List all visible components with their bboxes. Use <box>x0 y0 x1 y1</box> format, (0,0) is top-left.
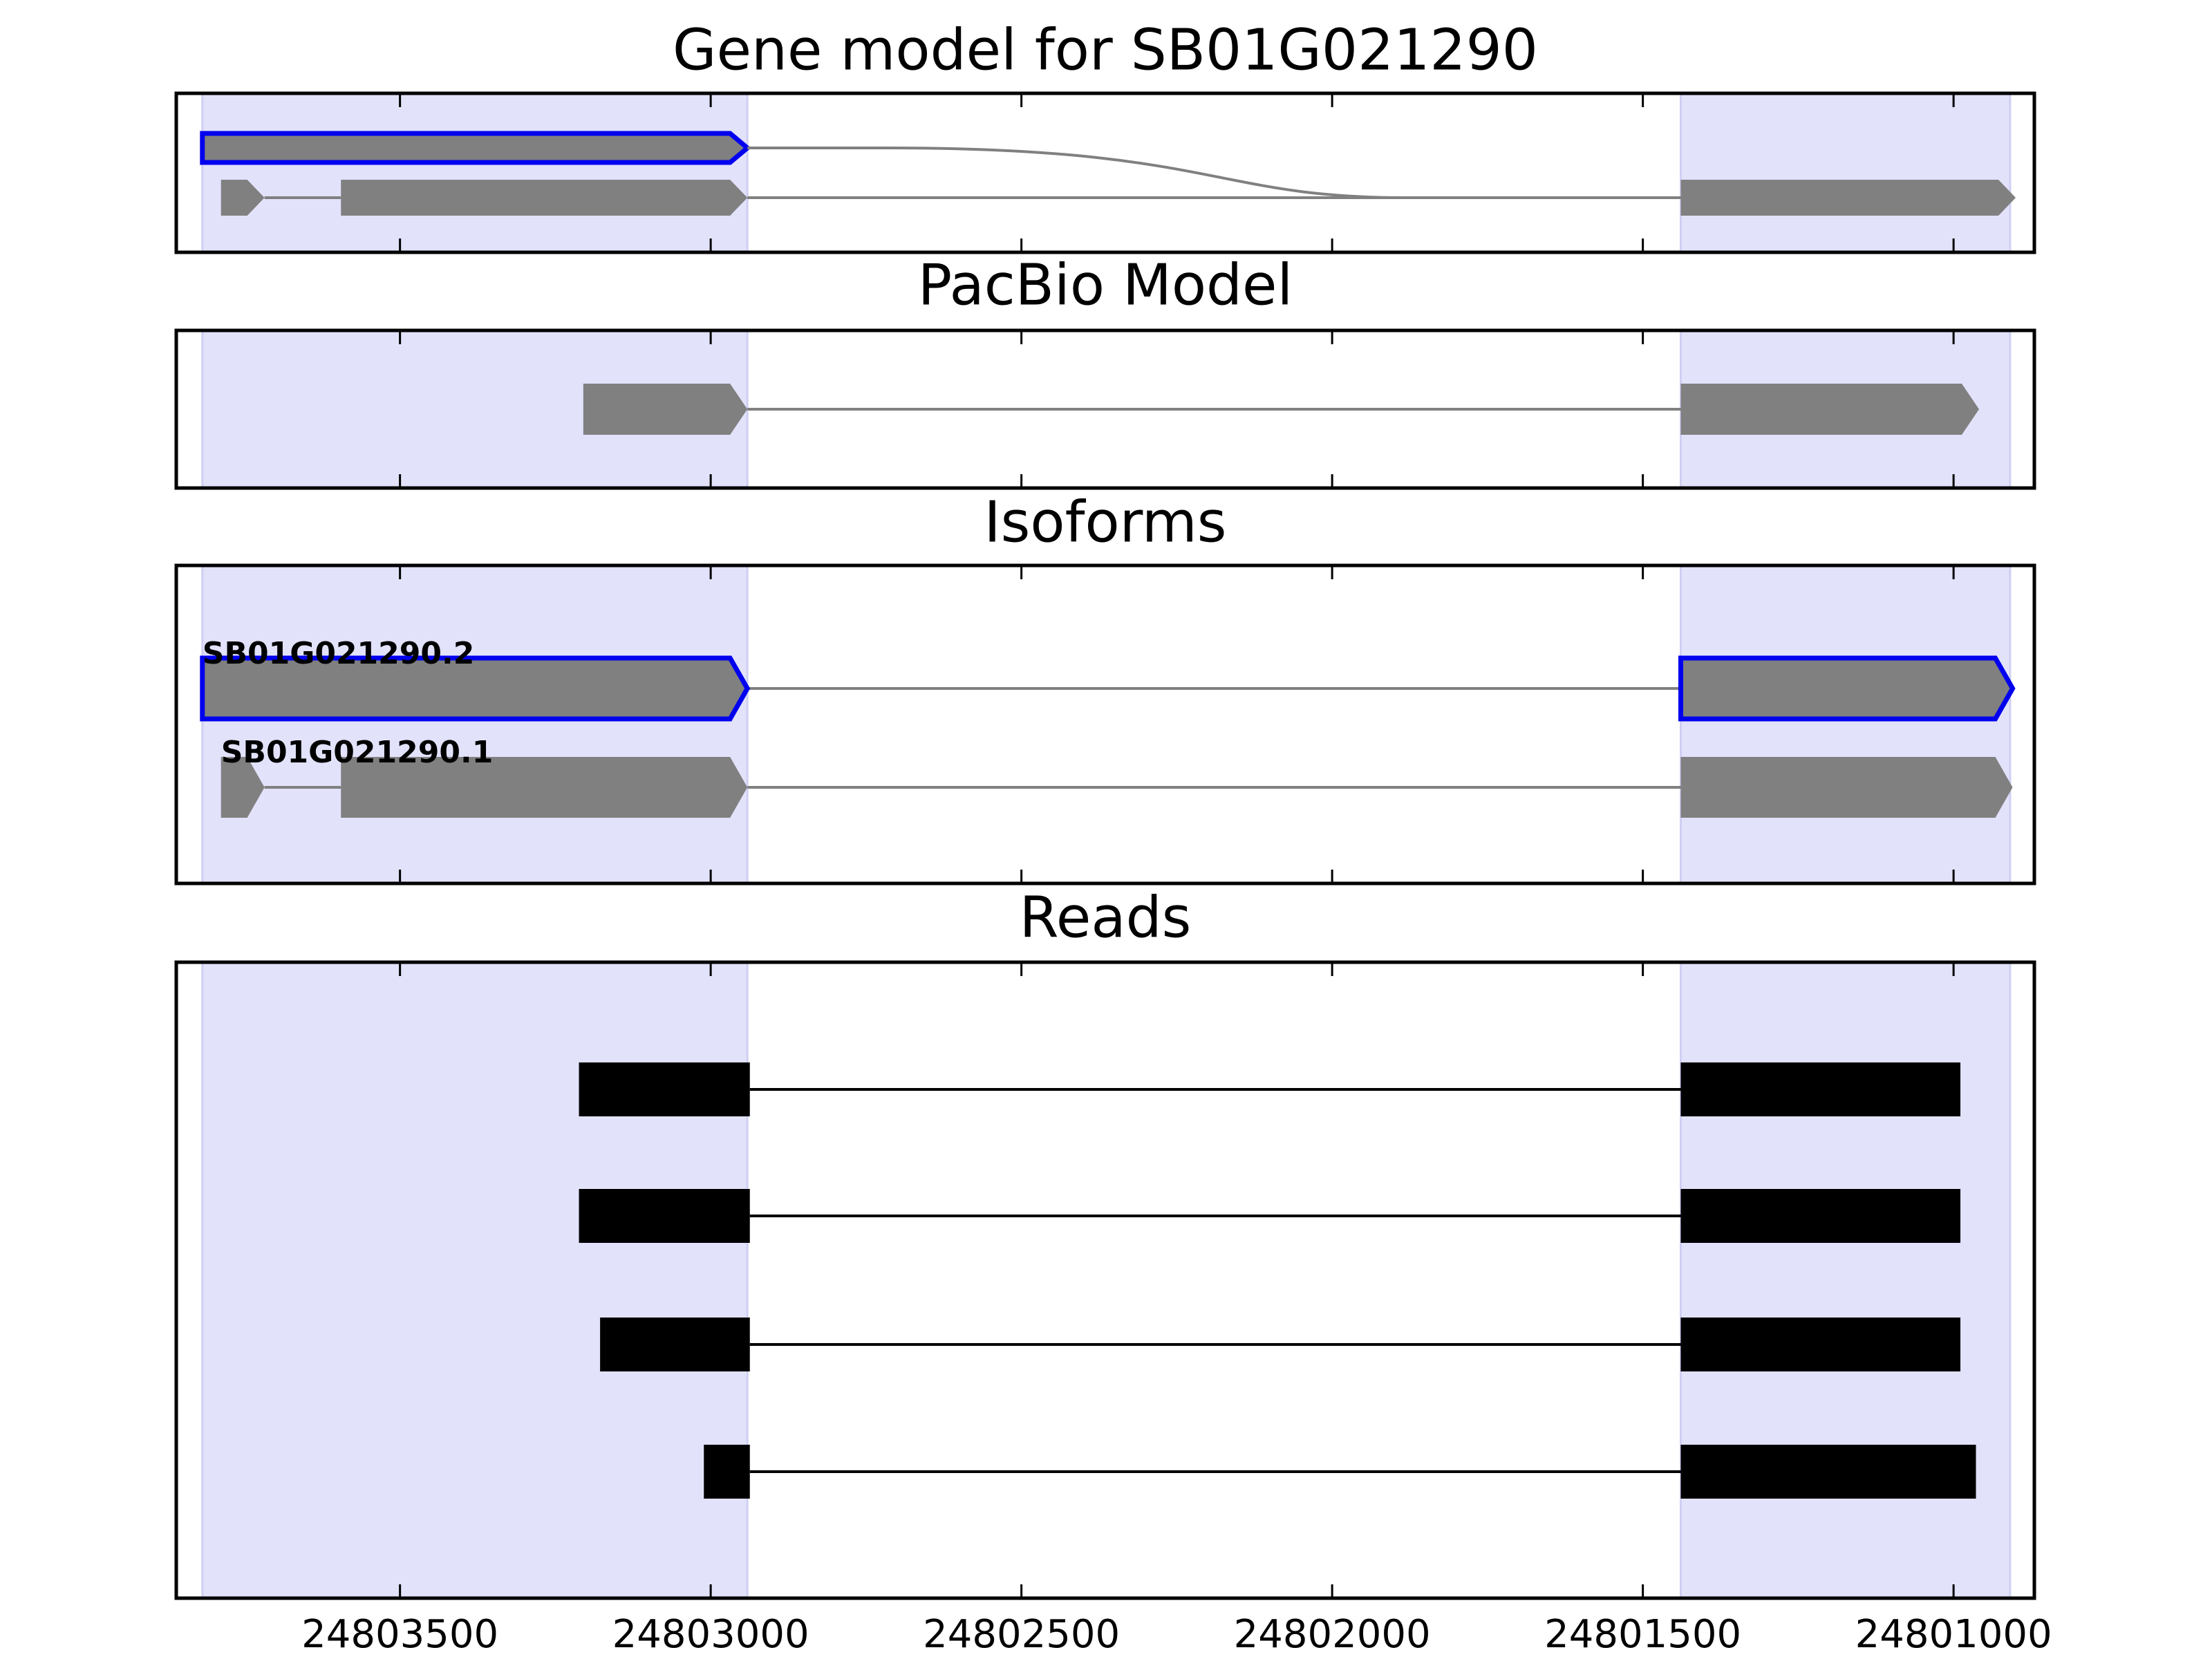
exon <box>1678 655 2016 722</box>
exon <box>1680 384 1979 435</box>
read-block <box>1680 1318 1961 1371</box>
exon <box>1680 757 2013 818</box>
exon <box>583 384 748 435</box>
panel-title: Gene model for SB01G021290 <box>673 17 1538 83</box>
panel-frame <box>174 960 2036 1600</box>
exon <box>200 131 751 165</box>
x-tick-label: 24803500 <box>301 1612 498 1657</box>
exon <box>341 180 748 216</box>
junction-curve <box>747 147 1681 199</box>
highlight-region <box>201 564 749 885</box>
x-tick-label: 24802000 <box>1234 1612 1431 1657</box>
panel-frame <box>174 563 2036 885</box>
exon <box>200 655 751 722</box>
highlight-region <box>201 961 749 1600</box>
isoform-label: SB01G021290.2 <box>203 636 475 671</box>
panel: PacBio Model <box>174 252 2036 490</box>
x-tick-label: 24802500 <box>923 1612 1120 1657</box>
panel-frame <box>174 328 2036 490</box>
highlight-region <box>201 92 749 254</box>
exon <box>1680 180 2016 216</box>
panel-title: Reads <box>1020 885 1192 950</box>
read-block <box>600 1318 750 1371</box>
highlight-region <box>1679 564 2012 885</box>
read-block <box>704 1445 750 1499</box>
panel: Reads 24803500 24803000 24802500 24802000 248… <box>174 885 2052 1657</box>
panel: Isoforms SB01G021290.2 SB01G021290.1 <box>174 489 2036 885</box>
highlight-region <box>1679 92 2012 254</box>
panel-title: PacBio Model <box>918 252 1293 318</box>
x-tick-label: 24801500 <box>1544 1612 1741 1657</box>
read-block <box>579 1062 750 1116</box>
read-block <box>1680 1062 1961 1116</box>
exon <box>221 757 265 818</box>
read-block <box>1680 1445 1976 1499</box>
read-block <box>1680 1189 1961 1243</box>
panel: Gene model for SB01G021290 <box>174 17 2036 254</box>
x-tick-label: 24801000 <box>1855 1612 2052 1657</box>
read-block <box>579 1189 750 1243</box>
exon <box>341 757 748 818</box>
isoform-label: SB01G021290.1 <box>221 735 494 770</box>
panel-frame <box>174 91 2036 254</box>
highlight-region <box>1679 961 2012 1600</box>
exon <box>221 180 265 216</box>
x-tick-label: 24803000 <box>612 1612 809 1657</box>
panel-title: Isoforms <box>984 489 1227 555</box>
